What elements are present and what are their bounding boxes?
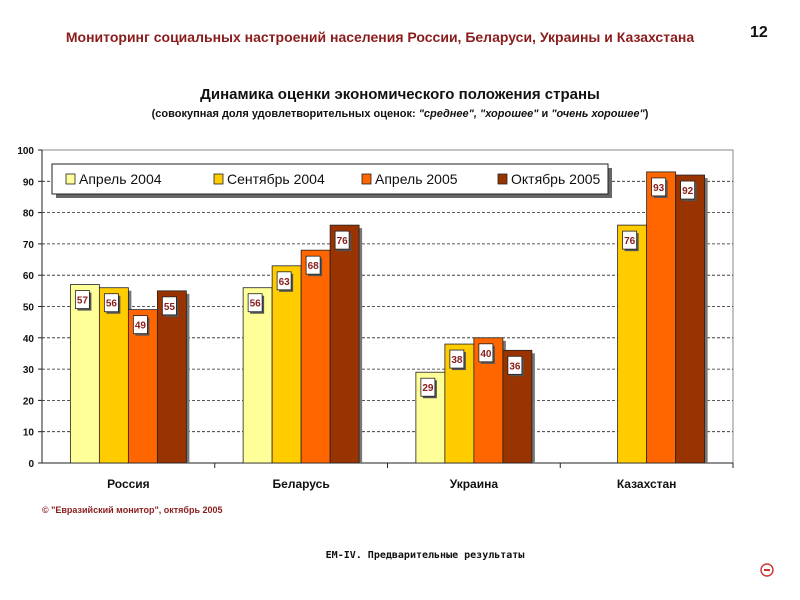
y-tick-label: 90 (23, 177, 35, 188)
data-label-box (622, 230, 638, 250)
page-header-title: Мониторинг социальных настроений населен… (65, 29, 695, 45)
chart-title: Динамика оценки экономического положения… (200, 86, 600, 103)
data-label: 40 (480, 349, 492, 360)
data-label-box (132, 315, 148, 335)
legend-label: Сентябрь 2004 (227, 171, 325, 187)
data-label-box (161, 296, 177, 316)
bar (300, 249, 331, 464)
bar (127, 309, 158, 464)
data-label-box (247, 293, 263, 313)
y-tick-label: 10 (23, 428, 35, 439)
y-tick-label: 30 (23, 365, 35, 376)
bar (646, 171, 677, 464)
y-tick-label: 60 (23, 271, 35, 282)
data-label: 92 (682, 186, 694, 197)
y-tick-label: 100 (17, 146, 34, 157)
data-label: 76 (624, 236, 636, 247)
bar (675, 174, 706, 464)
data-label-box (420, 377, 436, 397)
data-label-box (334, 230, 350, 250)
x-category-label: Казахстан (617, 477, 677, 491)
y-tick-label: 50 (23, 303, 35, 314)
data-label-box (680, 180, 696, 200)
footer-note: EM-IV. Предварительные результаты (325, 550, 525, 561)
data-label-box (276, 271, 292, 291)
data-label-box (478, 343, 494, 363)
legend-label: Апрель 2004 (79, 171, 162, 187)
x-category-label: Россия (107, 477, 150, 491)
data-label-box (449, 349, 465, 369)
data-label-box (651, 177, 667, 197)
x-category-label: Беларусь (273, 477, 330, 491)
y-tick-label: 0 (28, 459, 34, 470)
bar (242, 287, 273, 464)
bar (271, 265, 302, 464)
y-tick-label: 20 (23, 396, 35, 407)
bar (98, 287, 129, 464)
data-label-box (305, 255, 321, 275)
circle-emblem-icon (760, 563, 774, 577)
data-label-box (507, 355, 523, 375)
x-category-label: Украина (450, 477, 499, 491)
y-tick-label: 40 (23, 334, 35, 345)
data-label: 93 (653, 183, 665, 194)
data-label: 68 (308, 261, 320, 272)
legend-swatch (361, 173, 372, 185)
subtitle-prefix: (совокупная доля удовлетворительных оцен… (151, 108, 419, 120)
data-label: 49 (135, 321, 147, 332)
legend (51, 163, 609, 195)
data-label-box (103, 293, 119, 313)
data-label: 63 (279, 277, 291, 288)
legend-swatch (213, 173, 224, 185)
page-number: 12 (750, 24, 768, 41)
data-label: 36 (509, 361, 521, 372)
data-label-box (74, 290, 90, 309)
data-label: 55 (164, 302, 176, 313)
data-label: 38 (451, 355, 463, 366)
data-label: 56 (250, 299, 262, 310)
legend-label: Октябрь 2005 (511, 171, 601, 187)
bar (156, 290, 187, 464)
data-label: 56 (106, 299, 118, 310)
legend-label: Апрель 2005 (375, 171, 458, 187)
y-tick-label: 80 (23, 209, 35, 220)
data-label: 76 (337, 236, 349, 247)
subtitle-italic2: "очень хорошее" (551, 108, 645, 120)
chart-subtitle: (совокупная доля удовлетворительных оцен… (0, 108, 800, 120)
bar (617, 224, 648, 464)
subtitle-italic: "среднее", "хорошее" (418, 108, 539, 120)
bar (69, 284, 100, 464)
legend-swatch (497, 173, 508, 185)
bar (329, 224, 360, 464)
y-tick-label: 70 (23, 240, 35, 251)
data-label: 57 (77, 296, 89, 307)
subtitle-suffix: ) (644, 108, 649, 120)
subtitle-mid: и (538, 108, 552, 120)
legend-swatch (65, 173, 76, 185)
copyright-note: © "Евразийский монитор", октябрь 2005 (42, 505, 223, 515)
data-label: 29 (422, 383, 434, 394)
